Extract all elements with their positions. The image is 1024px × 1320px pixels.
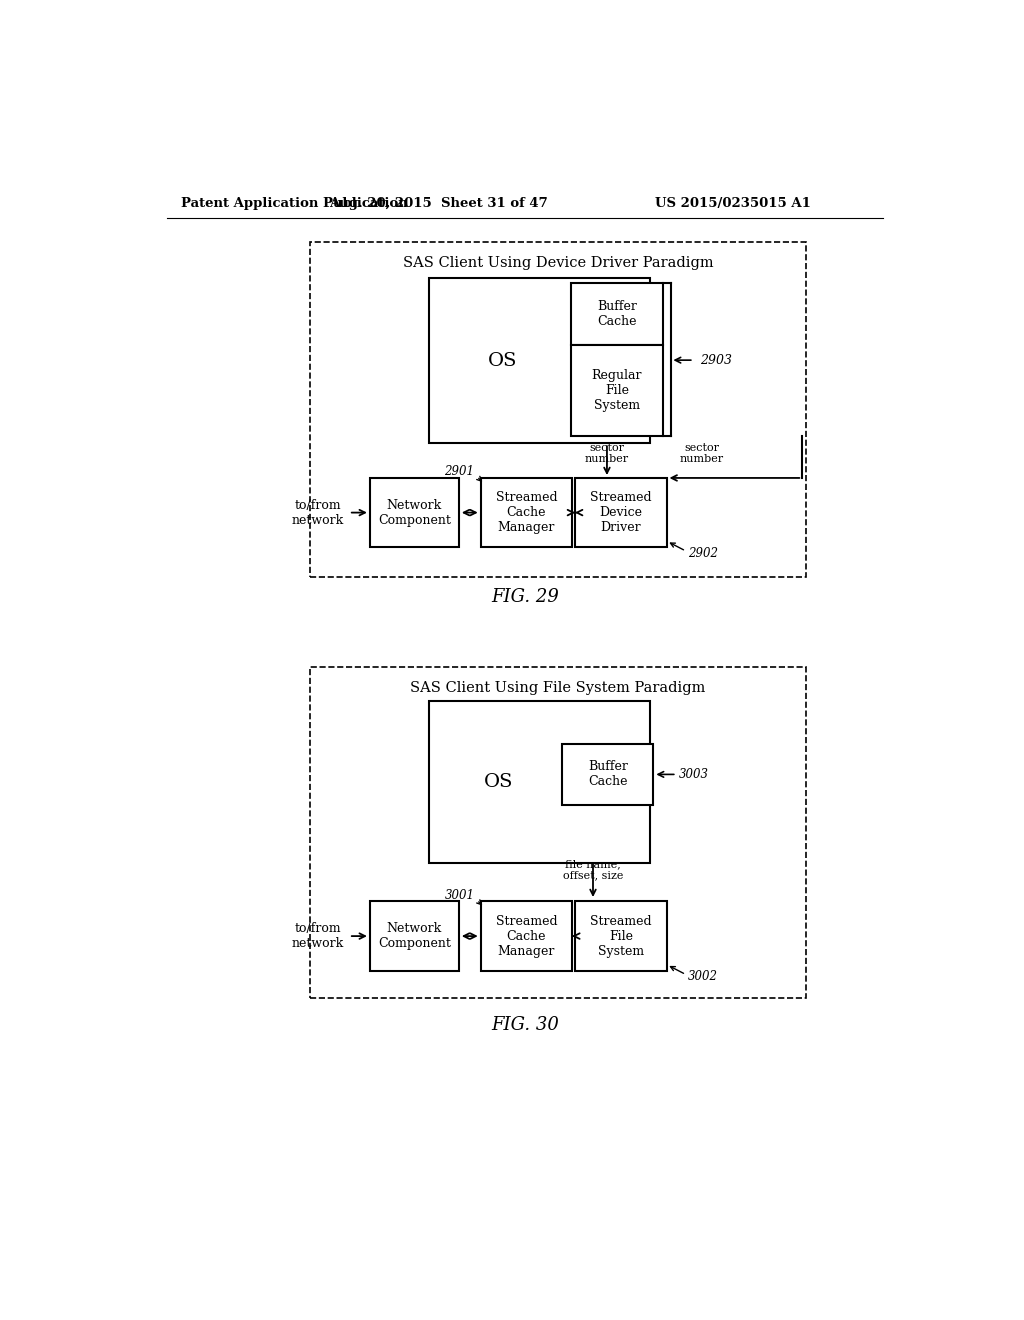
Text: Streamed
File
System: Streamed File System <box>590 915 651 957</box>
Text: to/from
network: to/from network <box>292 923 344 950</box>
Text: US 2015/0235015 A1: US 2015/0235015 A1 <box>655 197 811 210</box>
Text: Buffer
Cache: Buffer Cache <box>597 300 637 327</box>
Text: Streamed
Device
Driver: Streamed Device Driver <box>590 491 651 535</box>
Bar <box>571 284 663 345</box>
Bar <box>370 478 459 548</box>
Text: Patent Application Publication: Patent Application Publication <box>180 197 408 210</box>
Text: Network
Component: Network Component <box>378 923 451 950</box>
Text: 2903: 2903 <box>700 354 732 367</box>
Text: Aug. 20, 2015  Sheet 31 of 47: Aug. 20, 2015 Sheet 31 of 47 <box>329 197 548 210</box>
Bar <box>370 902 459 970</box>
Bar <box>310 242 806 577</box>
Text: 3002: 3002 <box>688 970 718 983</box>
Text: Network
Component: Network Component <box>378 499 451 527</box>
Text: SAS Client Using Device Driver Paradigm: SAS Client Using Device Driver Paradigm <box>402 256 714 271</box>
Bar <box>480 902 572 970</box>
Text: SAS Client Using File System Paradigm: SAS Client Using File System Paradigm <box>411 681 706 696</box>
Bar <box>575 478 667 548</box>
Bar <box>480 478 572 548</box>
Text: file name,
offset, size: file name, offset, size <box>563 859 624 880</box>
Text: 2901: 2901 <box>444 465 474 478</box>
Bar <box>429 701 649 863</box>
Text: Streamed
Cache
Manager: Streamed Cache Manager <box>496 491 557 535</box>
Bar <box>571 345 663 436</box>
Text: sector
number: sector number <box>680 442 724 465</box>
Text: FIG. 30: FIG. 30 <box>490 1015 559 1034</box>
Text: 2902: 2902 <box>688 546 718 560</box>
Bar <box>429 277 649 444</box>
Text: Buffer
Cache: Buffer Cache <box>588 760 628 788</box>
Text: to/from
network: to/from network <box>292 499 344 527</box>
Text: sector
number: sector number <box>585 442 629 465</box>
Text: OS: OS <box>487 351 517 370</box>
Text: 3001: 3001 <box>444 888 474 902</box>
Text: 3003: 3003 <box>679 768 709 781</box>
Text: OS: OS <box>483 774 513 791</box>
Text: FIG. 29: FIG. 29 <box>490 589 559 606</box>
Text: Regular
File
System: Regular File System <box>592 368 642 412</box>
Bar <box>575 902 667 970</box>
Text: Streamed
Cache
Manager: Streamed Cache Manager <box>496 915 557 957</box>
Bar <box>310 667 806 998</box>
Bar <box>562 743 653 805</box>
